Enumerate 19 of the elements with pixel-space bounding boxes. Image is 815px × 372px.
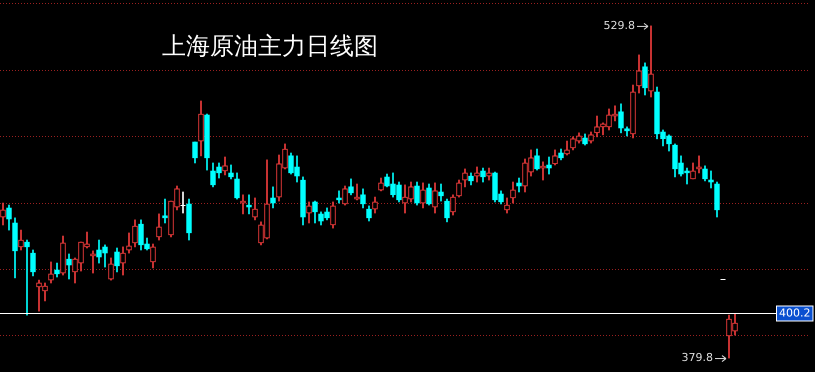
- ref-line-label: 400.2: [779, 306, 810, 320]
- text: 上海原油主力日线图: [162, 31, 378, 62]
- candlestick: [474, 166, 480, 182]
- candlestick: [90, 250, 96, 274]
- annotation: 529.8: [604, 18, 635, 32]
- candlestick: [546, 156, 552, 174]
- candlestick: [516, 178, 522, 192]
- candlestick: [354, 184, 360, 200]
- candlestick: [336, 190, 342, 204]
- candlestick: [696, 156, 702, 174]
- candlestick: [180, 192, 186, 214]
- candlestick: [648, 26, 654, 98]
- candlestick: [126, 232, 132, 254]
- candlestick: [24, 240, 30, 316]
- candlestick: [708, 170, 714, 188]
- candlestick: [240, 194, 246, 214]
- annotation: 379.8: [682, 350, 713, 364]
- candlestick: [246, 194, 252, 214]
- candlestick: [540, 162, 546, 180]
